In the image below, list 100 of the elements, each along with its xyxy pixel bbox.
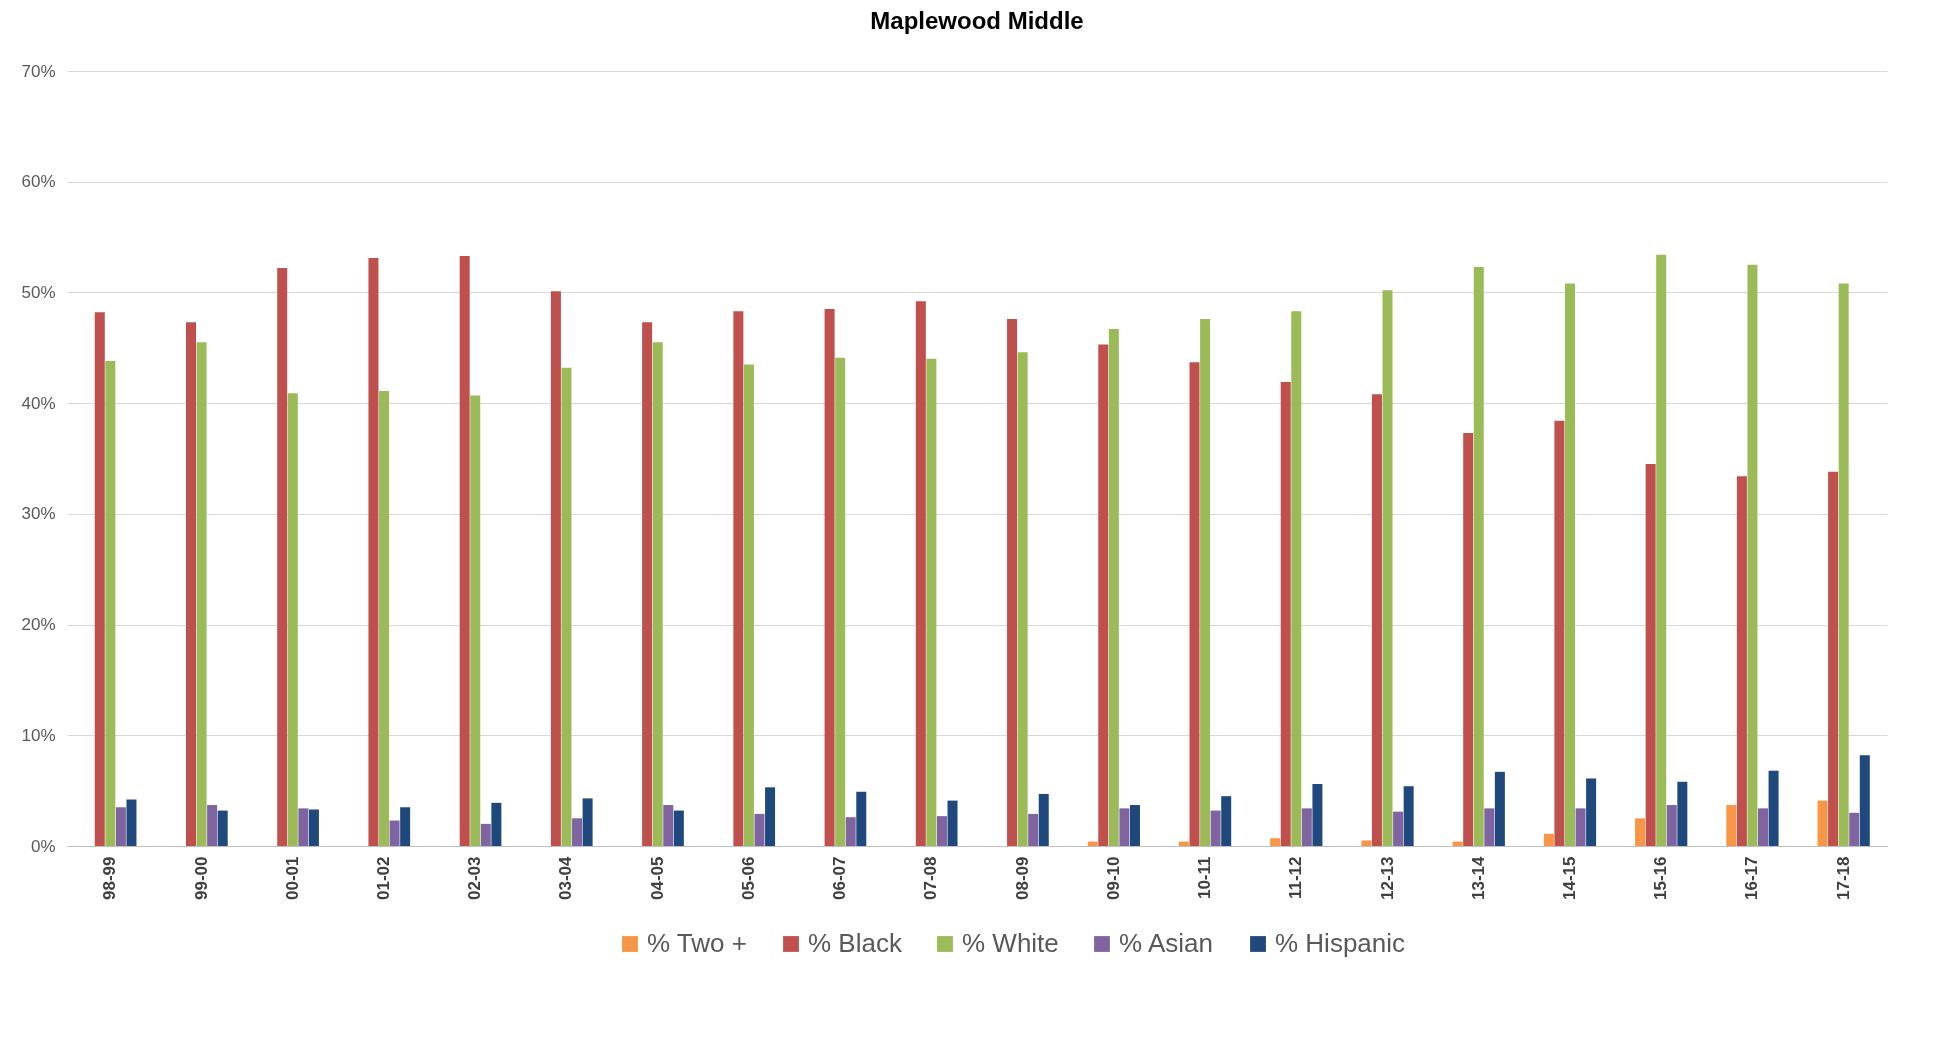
x-tick-label: 98-99 <box>100 856 120 900</box>
bar <box>845 817 856 846</box>
bar <box>652 342 663 846</box>
bar <box>1768 770 1779 846</box>
bar <box>936 816 947 846</box>
x-tick-label: 08-09 <box>1012 856 1032 900</box>
x-tick-label: 17-18 <box>1833 856 1853 900</box>
x-tick-label: 16-17 <box>1742 856 1762 900</box>
bar <box>642 322 653 846</box>
bar <box>856 791 867 846</box>
bar <box>926 358 937 846</box>
bar <box>1838 283 1849 846</box>
bar <box>1129 805 1140 846</box>
bar <box>754 813 765 846</box>
bar <box>582 798 593 846</box>
bar <box>389 820 400 846</box>
bar <box>480 823 491 846</box>
bar <box>1564 283 1575 846</box>
bar <box>1736 476 1747 846</box>
y-tick-label: 10% <box>21 725 56 745</box>
bar <box>1849 812 1860 846</box>
bar <box>298 808 309 846</box>
y-tick-label: 20% <box>21 615 56 635</box>
bar <box>1677 781 1688 846</box>
bar <box>1312 784 1323 846</box>
bar <box>1452 841 1463 846</box>
bar <box>94 312 105 846</box>
bar <box>1007 319 1018 846</box>
bar <box>1747 264 1758 846</box>
x-tick-label: 00-01 <box>282 856 302 900</box>
bar <box>277 268 288 846</box>
bar <box>1178 841 1189 846</box>
bar <box>1038 793 1049 846</box>
bar <box>1189 362 1200 846</box>
legend-label: % Asian <box>1119 928 1213 958</box>
x-tick-label: 03-04 <box>556 855 576 900</box>
y-tick-label: 0% <box>30 836 56 856</box>
x-tick-label: 06-07 <box>830 856 850 900</box>
bar <box>1221 796 1232 846</box>
bar <box>459 255 470 846</box>
bar <box>1382 290 1393 846</box>
y-tick-label: 60% <box>21 172 56 192</box>
bar <box>1210 810 1221 846</box>
x-tick-label: 10-11 <box>1195 856 1215 900</box>
x-tick-label: 13-14 <box>1468 855 1488 900</box>
x-tick-label: 15-16 <box>1651 856 1671 900</box>
bar <box>1393 811 1404 846</box>
legend-label: % Two + <box>647 928 747 958</box>
legend-label: % White <box>962 928 1059 958</box>
bar <box>1270 838 1281 846</box>
bar <box>1098 344 1109 846</box>
bar <box>186 322 196 846</box>
bar <box>1666 805 1677 846</box>
bar <box>1017 352 1028 846</box>
bar <box>915 301 926 846</box>
bar <box>207 805 218 846</box>
bar <box>217 810 228 846</box>
x-tick-label: 05-06 <box>738 856 758 900</box>
x-tick-label: 04-05 <box>647 856 667 900</box>
y-tick-label: 50% <box>21 282 56 302</box>
bar <box>1087 841 1098 846</box>
bar <box>1371 394 1382 846</box>
bar <box>1280 382 1291 846</box>
bar <box>105 361 116 846</box>
bar <box>1656 254 1667 846</box>
bar <box>835 357 846 846</box>
bar <box>1575 808 1586 846</box>
bar <box>1726 805 1737 846</box>
y-tick-label: 30% <box>21 504 56 524</box>
x-tick-label: 09-10 <box>1103 856 1123 900</box>
bar <box>1859 755 1870 846</box>
bar <box>1200 319 1211 846</box>
bar <box>1543 833 1554 846</box>
bar <box>1361 840 1372 846</box>
bar <box>1758 808 1768 846</box>
bar <box>1554 420 1565 846</box>
bar <box>1463 433 1474 846</box>
bar <box>1635 818 1646 846</box>
bar <box>550 291 561 846</box>
x-tick-label: 12-13 <box>1377 856 1397 900</box>
bar <box>561 367 572 846</box>
bar <box>368 258 379 846</box>
bar <box>1484 808 1495 846</box>
bar <box>1119 808 1130 846</box>
bar <box>1108 328 1119 846</box>
bar <box>824 309 835 846</box>
legend-label: % Hispanic <box>1275 928 1406 958</box>
bar <box>126 799 137 846</box>
bar <box>1301 808 1312 846</box>
bar <box>308 809 319 846</box>
bar <box>1817 800 1828 846</box>
bar <box>572 818 583 846</box>
bar <box>287 393 298 846</box>
bar <box>733 311 744 846</box>
bar <box>379 390 390 846</box>
x-tick-label: 99-00 <box>191 856 211 900</box>
bar <box>1028 813 1039 846</box>
legend-label: % Black <box>808 928 903 958</box>
bar <box>196 342 207 846</box>
bar <box>1494 771 1505 846</box>
